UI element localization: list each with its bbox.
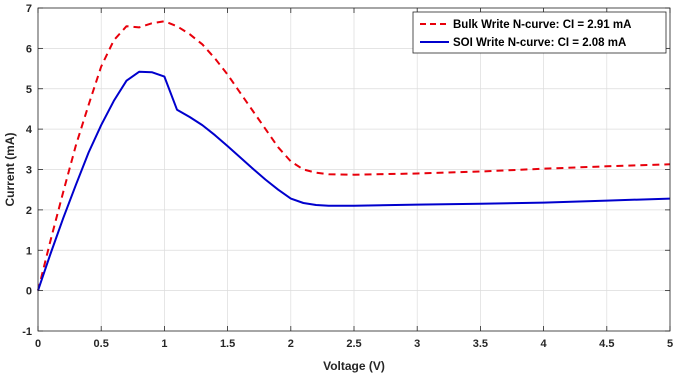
x-tick-label: 1.5: [220, 338, 235, 350]
x-tick-label: 1: [161, 338, 167, 350]
y-tick-label: 6: [26, 43, 32, 55]
y-tick-label: 1: [26, 245, 32, 257]
x-tick-label: 5: [667, 338, 673, 350]
x-tick-label: 3: [414, 338, 420, 350]
y-tick-label: -1: [22, 326, 32, 338]
x-tick-label: 2.5: [346, 338, 361, 350]
soi-write-curve: [37, 70, 671, 291]
legend-box: [412, 11, 667, 54]
ticks: [37, 7, 671, 332]
x-tick-label: 4.5: [599, 338, 614, 350]
legend: Bulk Write N-curve: CI = 2.91 mA SOI Wri…: [412, 11, 667, 54]
y-tick-label: 3: [26, 165, 32, 177]
x-tick-label: 0: [35, 338, 41, 350]
bulk-write-curve: [37, 20, 671, 291]
legend-label-soi: SOI Write N-curve: CI = 2.08 mA: [453, 37, 626, 49]
x-tick-label: 2: [288, 338, 294, 350]
y-tick-label: 4: [26, 124, 33, 136]
y-tick-label: 2: [26, 205, 32, 217]
y-tick-label: 5: [26, 84, 32, 96]
series-layer: [37, 20, 671, 291]
y-tick-label: 7: [26, 3, 32, 15]
y-axis-label: Current (mA): [3, 132, 17, 206]
x-tick-label: 3.5: [473, 338, 488, 350]
x-axis-label: Voltage (V): [323, 359, 385, 373]
legend-label-bulk: Bulk Write N-curve: CI = 2.91 mA: [453, 19, 631, 31]
x-tick-label: 4: [541, 338, 548, 350]
x-tick-label: 0.5: [94, 338, 109, 350]
y-tick-label: 0: [26, 286, 32, 298]
